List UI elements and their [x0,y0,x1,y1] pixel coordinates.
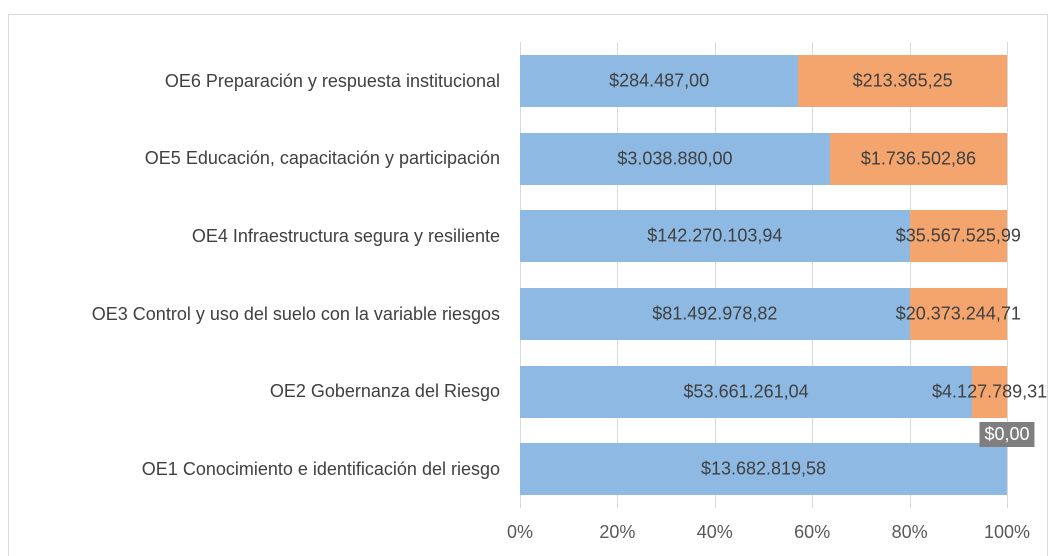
y-tick-label: OE1 Conocimiento e identificación del ri… [141,459,500,480]
bar-segment [909,287,1007,340]
bar-segment [829,132,1007,185]
data-label: $213.365,25 [852,70,953,91]
bar-segment [520,443,1007,496]
bar-segment [909,210,1007,263]
data-label: $35.567.525,99 [895,225,1021,246]
x-tick-label: 40% [696,522,733,542]
bar-segment [520,287,910,340]
x-tick-label: 0% [506,522,534,542]
grid-line [1007,42,1008,508]
data-label: $142.270.103,94 [647,225,783,246]
grid-line [812,42,814,508]
data-label: $20.373.244,71 [895,303,1021,324]
bar-segment [972,365,1007,418]
y-tick-label: OE5 Educación, capacitación y participac… [144,148,500,169]
grid-line [714,42,716,508]
bar-segment [520,365,973,418]
grid-line [909,42,911,508]
grid-line [520,42,521,508]
data-label: $13.682.819,58 [700,458,827,479]
grid-line [617,42,619,508]
bar-segment [520,132,830,185]
data-label: $284.487,00 [609,70,710,91]
chart-frame [8,14,1048,556]
data-label: $81.492.978,82 [652,303,778,324]
data-label: $0,00 [979,422,1035,448]
y-tick-label: OE2 Gobernanza del Riesgo [269,381,500,402]
bar-segment [798,54,1007,107]
bar-segment [520,210,910,263]
x-tick-label: 80% [891,522,928,542]
data-label: $1.736.502,86 [860,148,977,168]
bar-segment [520,54,799,107]
data-label: $4.127.789,31 [932,381,1048,401]
x-tick-label: 60% [794,522,831,542]
data-label: $3.038.880,00 [617,148,733,168]
y-tick-label: OE6 Preparación y respuesta instituciona… [164,70,500,91]
y-tick-label: OE3 Control y uso del suelo con la varia… [91,303,500,324]
y-tick-label: OE4 Infraestructura segura y resiliente [191,226,500,247]
x-tick-label: 100% [983,522,1031,542]
x-tick-label: 20% [599,522,636,542]
data-label: $53.661.261,04 [683,381,809,401]
